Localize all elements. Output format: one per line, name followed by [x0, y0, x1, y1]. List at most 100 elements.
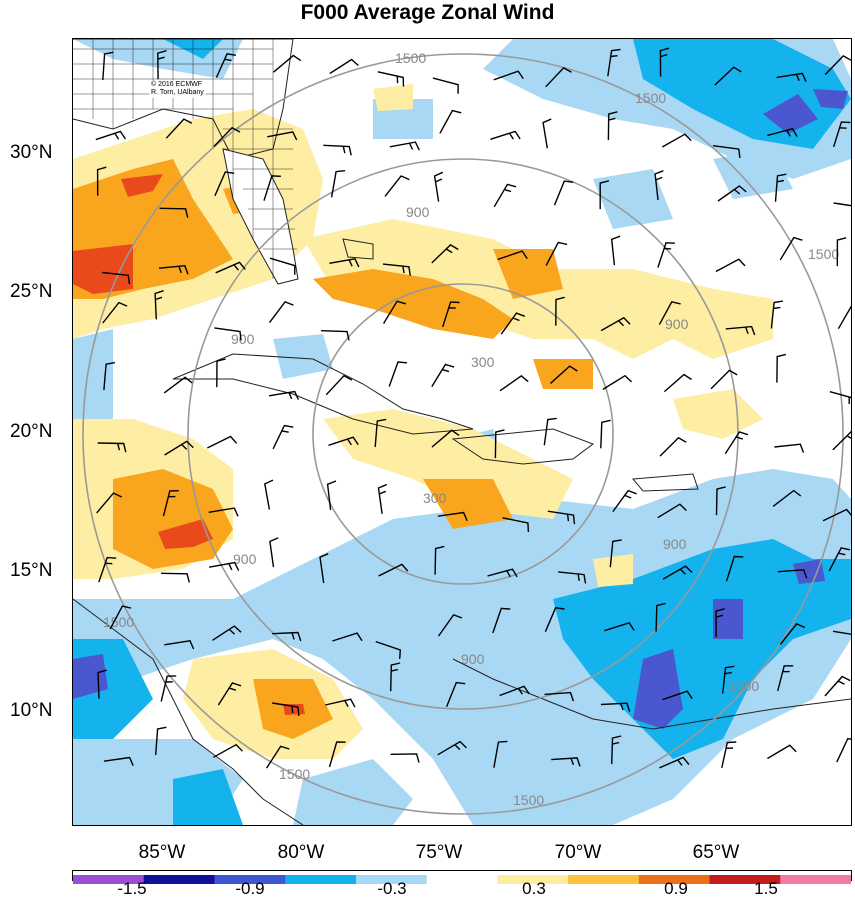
- wind-barb: [158, 264, 189, 275]
- wind-barb: [602, 374, 633, 390]
- lon-label-65w: 65°W: [692, 842, 740, 863]
- wind-barb: [109, 605, 132, 630]
- wind-barb: [836, 237, 847, 267]
- wind-barb: [715, 608, 725, 638]
- ring-label-1500-top: 1500: [395, 50, 426, 66]
- wind-barb: [382, 263, 411, 276]
- wind-barb: [544, 691, 575, 702]
- wind-barb: [607, 111, 618, 141]
- wind-barb: [609, 539, 622, 568]
- wind-barb: [725, 555, 744, 582]
- wind-barb: [497, 250, 528, 261]
- wind-barb: [264, 479, 274, 510]
- wind-barb: [610, 235, 621, 266]
- wind-barb: [829, 391, 851, 404]
- wind-barb: [213, 126, 241, 147]
- wind-barb: [717, 185, 747, 202]
- wind-barb: [102, 271, 131, 285]
- wind-barb: [437, 614, 463, 637]
- colorbar-swatch-1: [143, 875, 215, 884]
- wind-barb: [215, 53, 237, 78]
- wind-barb: [434, 545, 445, 575]
- wind-barb: [431, 244, 459, 264]
- ring-label-900-bottom: 900: [461, 651, 485, 667]
- wind-barb: [655, 602, 666, 632]
- wind-barb: [159, 207, 189, 218]
- wind-barb: [542, 118, 552, 149]
- colorbar-swatch-6: [497, 875, 569, 884]
- wind-barb: [658, 300, 681, 325]
- colorbar-tick-1: -0.9: [235, 879, 265, 898]
- wind-barb: [165, 118, 193, 139]
- wind-barb: [547, 510, 576, 525]
- wind-barb: [600, 316, 631, 332]
- ring-label-900-left: 900: [233, 551, 257, 567]
- wind-barb: [544, 607, 565, 632]
- wind-barb: [160, 675, 177, 702]
- wind-barb: [832, 630, 851, 635]
- wind-barb: [558, 571, 587, 584]
- wind-barb: [776, 72, 807, 82]
- wind-barb: [824, 675, 851, 697]
- wind-barb: [96, 166, 107, 196]
- wind-barb: [767, 744, 797, 760]
- wind-barb: [445, 681, 466, 707]
- wind-barb: [824, 55, 851, 76]
- wind-barb: [208, 561, 240, 571]
- wind-barb: [490, 130, 521, 140]
- wind-barb: [715, 258, 746, 273]
- wind-barb: [545, 241, 568, 266]
- wind-barb: [390, 753, 420, 763]
- ring-1500: [82, 53, 844, 815]
- ring-label-1500-lowright: 1500: [728, 678, 759, 694]
- wind-barb: [214, 171, 235, 197]
- lat-label-30n: 30°N: [10, 142, 53, 163]
- wind-barb: [268, 390, 300, 400]
- colorbar-tick-2: -0.3: [377, 879, 407, 898]
- wind-barb: [553, 180, 574, 206]
- wind-barb: [549, 365, 578, 385]
- wind-barb: [661, 133, 692, 148]
- ring-label-1500-left: 1500: [103, 614, 134, 630]
- wind-barb: [493, 70, 524, 81]
- ring-label-900-top: 900: [406, 204, 430, 220]
- wind-barb: [329, 58, 359, 75]
- lat-label-20n: 20°N: [10, 421, 53, 442]
- wind-barb: [157, 50, 167, 80]
- wind-barb: [433, 171, 444, 202]
- wind-barb: [102, 51, 114, 81]
- colorbar-swatch-2: [214, 875, 286, 884]
- ring-label-1500-upright: 1500: [635, 90, 666, 106]
- wind-barb: [776, 353, 787, 383]
- wind-barb: [715, 486, 726, 516]
- ring-label-900-right: 900: [665, 316, 689, 332]
- wind-barb: [377, 71, 405, 87]
- wind-barb: [657, 242, 675, 268]
- wind-barb: [374, 418, 387, 447]
- wind-barb: [267, 131, 298, 141]
- colorbar-tick-5: 1.5: [754, 879, 778, 898]
- credit-line-2: R. Torn, UAlbany: [151, 89, 204, 96]
- colorbar-swatch-10: [780, 875, 852, 884]
- wind-barb: [377, 483, 388, 514]
- wind-barb: [555, 296, 565, 326]
- wind-barb: [103, 756, 134, 766]
- wind-barb: [326, 480, 337, 511]
- wind-barb: [375, 640, 402, 660]
- wind-barb: [543, 417, 557, 446]
- wind-barb: [604, 621, 635, 632]
- colorbar-tick-3: 0.3: [522, 879, 546, 898]
- wind-barb: [163, 376, 193, 394]
- wind-barb: [551, 757, 581, 767]
- wind-barb: [328, 436, 359, 446]
- wind-barb: [431, 429, 460, 448]
- wind-barb: [383, 300, 406, 324]
- wind-barb: [389, 141, 420, 151]
- wind-barb: [774, 443, 805, 453]
- wind-barb: [272, 424, 294, 450]
- wind-barb: [710, 369, 738, 390]
- colorbar-swatch-9: [709, 875, 781, 884]
- wind-barb: [325, 698, 356, 708]
- wind-barb: [493, 740, 508, 768]
- wind-barb: [263, 175, 281, 201]
